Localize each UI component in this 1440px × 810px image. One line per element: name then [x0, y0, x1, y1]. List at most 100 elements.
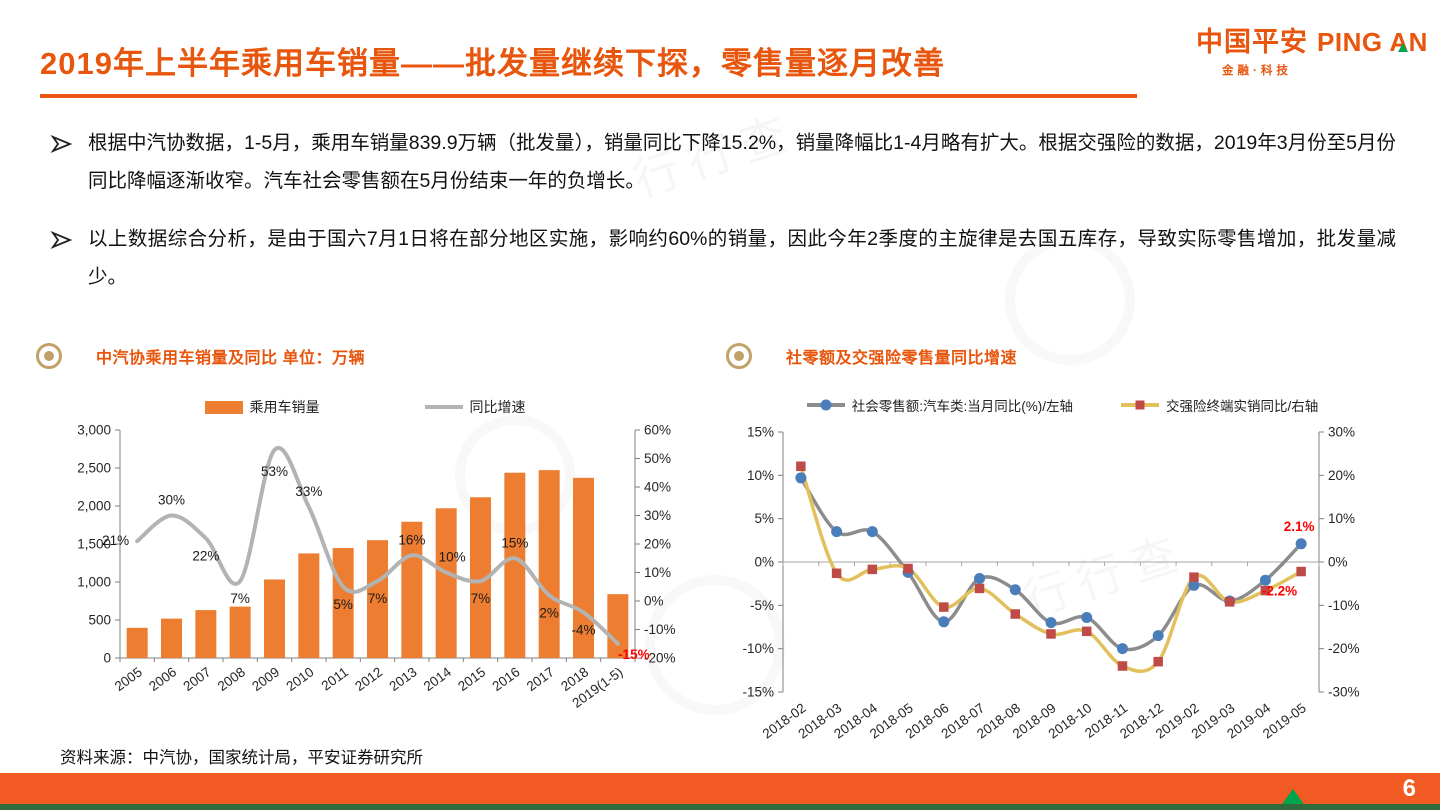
svg-text:-15%: -15%	[618, 647, 650, 662]
logo-a-triangle-icon	[1398, 43, 1408, 52]
legend-item: 社会零售额:汽车类:当月同比(%)/左轴	[806, 395, 1073, 415]
left-chart-title: 中汽协乘用车销量及同比 单位：万辆	[96, 350, 365, 367]
svg-text:30%: 30%	[1328, 425, 1355, 440]
svg-text:2017: 2017	[524, 664, 557, 694]
legend-label: 乘用车销量	[249, 399, 320, 415]
legend-label: 社会零售额:汽车类:当月同比(%)/左轴	[851, 399, 1073, 414]
bottom-logo-triangle-icon	[1280, 789, 1306, 807]
svg-text:22%: 22%	[192, 548, 219, 563]
logo-en-text: PING AN	[1317, 27, 1428, 57]
svg-text:50%: 50%	[644, 451, 671, 466]
svg-text:1,500: 1,500	[77, 537, 111, 552]
svg-text:40%: 40%	[644, 480, 671, 495]
svg-text:2008: 2008	[215, 664, 248, 694]
bullet-text: 根据中汽协数据，1-5月，乘用车销量839.9万辆（批发量），销量同比下降15.…	[88, 132, 1396, 192]
svg-text:2014: 2014	[421, 664, 455, 694]
line-dot-swatch-icon	[806, 399, 845, 411]
svg-text:-10%: -10%	[644, 622, 676, 637]
sales-bar-line-chart: 0 500 1,000 1,500 2,000 2,500 3,000 -20% -10% 0% 1…	[77, 423, 676, 711]
arrow-bullet-icon	[50, 230, 73, 250]
right-chart-header: 社零额及交强险零售量同比增速	[726, 343, 1017, 369]
svg-text:5%: 5%	[754, 511, 774, 526]
svg-text:3,000: 3,000	[77, 423, 111, 438]
svg-text:-4%: -4%	[571, 622, 595, 637]
svg-text:7%: 7%	[368, 591, 388, 606]
svg-text:15%: 15%	[747, 425, 774, 440]
svg-text:1,000: 1,000	[77, 575, 111, 590]
svg-text:2011: 2011	[319, 664, 351, 693]
bullet-text: 以上数据综合分析，是由于国六7月1日将在部分地区实施，影响约60%的销量，因此今…	[88, 228, 1396, 288]
svg-text:2012: 2012	[352, 664, 385, 694]
svg-text:10%: 10%	[1328, 511, 1355, 526]
svg-text:10%: 10%	[747, 468, 774, 483]
svg-text:60%: 60%	[644, 423, 671, 438]
legend-item: 同比增速	[424, 397, 526, 417]
legend-label: 交强险终端实销同比/右轴	[1165, 399, 1319, 414]
left-chart-header: 中汽协乘用车销量及同比 单位：万辆	[36, 343, 365, 369]
svg-text:2,000: 2,000	[77, 499, 111, 514]
svg-text:-5%: -5%	[750, 598, 774, 613]
svg-text:-20%: -20%	[1328, 641, 1360, 656]
svg-text:10%: 10%	[439, 550, 466, 565]
svg-text:500: 500	[88, 613, 111, 628]
svg-text:30%: 30%	[158, 493, 185, 508]
right-chart-title: 社零额及交强险零售量同比增速	[786, 350, 1018, 367]
svg-text:-20%: -20%	[644, 651, 676, 666]
watermark-ring	[645, 575, 785, 715]
svg-text:20%: 20%	[644, 537, 671, 552]
legend-item: 交强险终端实销同比/右轴	[1120, 395, 1319, 415]
page-number: 6	[1402, 775, 1416, 802]
svg-text:5%: 5%	[333, 597, 353, 612]
left-chart-legend: 乘用车销量 同比增速	[85, 397, 645, 417]
svg-text:2007: 2007	[180, 664, 213, 694]
bullet-item: 以上数据综合分析，是由于国六7月1日将在部分地区实施，影响约60%的销量，因此今…	[48, 220, 1396, 296]
line-square-swatch-icon	[1120, 400, 1159, 410]
svg-text:33%: 33%	[295, 484, 322, 499]
svg-text:21%: 21%	[102, 533, 129, 548]
title-divider	[40, 94, 1137, 98]
legend-label: 同比增速	[469, 399, 526, 415]
svg-text:2015: 2015	[455, 664, 488, 694]
svg-text:10%: 10%	[644, 565, 671, 580]
svg-text:-2.2%: -2.2%	[1262, 584, 1297, 599]
svg-text:15%: 15%	[501, 535, 528, 550]
logo-subtitle: 金融·科技	[1222, 65, 1292, 77]
logo-cn-text: 中国平安	[1196, 27, 1308, 57]
svg-text:2,500: 2,500	[77, 461, 111, 476]
bar-swatch-icon	[204, 400, 243, 414]
svg-text:2010: 2010	[283, 664, 316, 694]
page-title: 2019年上半年乘用车销量——批发量继续下探，零售量逐月改善	[40, 46, 945, 81]
svg-text:0%: 0%	[644, 594, 664, 609]
svg-text:16%: 16%	[398, 532, 425, 547]
bullseye-icon	[36, 343, 62, 369]
svg-text:7%: 7%	[471, 591, 491, 606]
svg-text:2013: 2013	[386, 664, 419, 694]
bullet-list: 根据中汽协数据，1-5月，乘用车销量839.9万辆（批发量），销量同比下降15.…	[48, 124, 1396, 316]
watermark-ring	[1005, 235, 1135, 365]
svg-text:0%: 0%	[1328, 555, 1348, 570]
bullseye-icon	[726, 343, 752, 369]
svg-text:2016: 2016	[489, 664, 522, 694]
svg-text:7%: 7%	[230, 591, 250, 606]
retail-growth-line-chart: 15% 10% 5% 0% -5% -10% -15% 30% 20% 10% 0% -10% -20%…	[742, 425, 1360, 742]
bullet-item: 根据中汽协数据，1-5月，乘用车销量839.9万辆（批发量），销量同比下降15.…	[48, 124, 1396, 200]
svg-text:2%: 2%	[539, 605, 559, 620]
svg-text:20%: 20%	[1328, 468, 1355, 483]
svg-text:0%: 0%	[754, 555, 774, 570]
svg-text:2006: 2006	[146, 664, 179, 694]
svg-text:-10%: -10%	[742, 641, 774, 656]
line-swatch-icon	[424, 405, 463, 409]
svg-text:-15%: -15%	[742, 685, 774, 700]
svg-text:53%: 53%	[261, 464, 288, 479]
pingan-logo: 中国平安 PING AN 金融·科技	[1196, 20, 1432, 78]
svg-text:-10%: -10%	[1328, 598, 1360, 613]
svg-text:30%: 30%	[644, 508, 671, 523]
svg-text:-30%: -30%	[1328, 685, 1360, 700]
source-note: 资料来源：中汽协，国家统计局，平安证券研究所	[60, 749, 423, 767]
right-chart-legend: 社会零售额:汽车类:当月同比(%)/左轴 交强险终端实销同比/右轴	[730, 395, 1395, 415]
legend-item: 乘用车销量	[204, 397, 320, 417]
arrow-bullet-icon	[50, 134, 73, 154]
svg-text:2005: 2005	[112, 664, 145, 694]
bottom-bar	[0, 773, 1440, 804]
